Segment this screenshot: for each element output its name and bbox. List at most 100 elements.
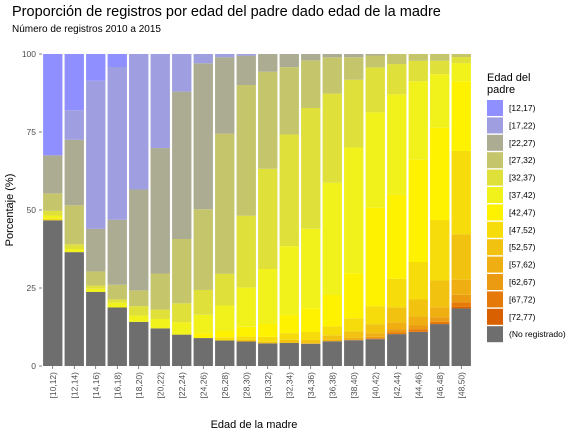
bar-segment — [64, 110, 84, 140]
bar-segment — [322, 54, 342, 58]
bar-segment — [322, 57, 342, 94]
x-tick-label: [12,14) — [69, 372, 79, 399]
bar-segment — [451, 63, 471, 82]
x-tick-label: [44,46) — [413, 372, 423, 399]
bar-segment — [430, 54, 450, 61]
bar-segment — [172, 334, 192, 366]
bar-segment — [301, 108, 321, 229]
legend-label: [22,27) — [509, 138, 536, 148]
y-tick-label: 25 — [27, 283, 37, 293]
bar-segment — [387, 194, 407, 279]
bar-segment — [408, 329, 428, 332]
bar-segment — [344, 79, 364, 148]
x-tick-label: [38,40) — [349, 372, 359, 399]
legend-key — [487, 134, 503, 151]
bar-segment — [236, 55, 256, 86]
bar-segment — [236, 54, 256, 56]
x-tick-label: [40,42) — [370, 372, 380, 399]
bar-segment — [430, 280, 450, 308]
chart-title: Proporción de registros por edad del pad… — [12, 4, 441, 20]
legend-label: [62,67) — [509, 277, 536, 287]
bar-segment — [86, 228, 106, 272]
bar-segment — [86, 288, 106, 292]
y-axis: 0 25 50 75 100 — [22, 49, 42, 371]
bar-segment — [365, 324, 385, 334]
y-tick-label: 75 — [27, 127, 37, 137]
bar-segment — [107, 54, 127, 67]
bar-segment — [451, 234, 471, 280]
bar-segment — [344, 331, 364, 338]
bar-segment — [387, 329, 407, 333]
bar-segment — [64, 205, 84, 245]
bar-segment — [301, 228, 321, 309]
bar-segment — [64, 252, 84, 366]
bar-segment — [408, 325, 428, 330]
bar-segment — [43, 193, 63, 211]
bar-segment — [193, 314, 213, 334]
bar-segment — [258, 54, 278, 72]
legend-label: [17,22) — [509, 120, 536, 130]
bar-segment — [365, 333, 385, 337]
bar-segment — [365, 67, 385, 113]
legend-label: [27,32) — [509, 155, 536, 165]
legend-label: (No registrado) — [509, 329, 566, 339]
bar-segment — [301, 339, 321, 344]
bar-segment — [193, 63, 213, 210]
bar-segment — [344, 337, 364, 340]
y-axis-label: Porcentaje (%) — [4, 174, 16, 247]
x-tick-label: [24,26) — [198, 372, 208, 399]
bar-segment — [86, 54, 106, 81]
bar-segment — [43, 215, 63, 219]
bar-segment — [215, 54, 235, 58]
x-tick-label: [10,12) — [48, 372, 58, 399]
bar-segment — [279, 339, 299, 344]
bar-segment — [258, 323, 278, 337]
bar-segment — [236, 85, 256, 216]
bar-segment — [215, 305, 235, 331]
bar-segment — [301, 308, 321, 333]
legend-key — [487, 152, 503, 169]
bar-segment — [129, 321, 149, 366]
bar-segment — [322, 339, 342, 342]
bar-segment — [430, 307, 450, 318]
bar-segment — [150, 328, 170, 366]
x-tick-label: [28,30) — [241, 372, 251, 399]
bar-segment — [430, 220, 450, 281]
bar-segment — [258, 343, 278, 366]
bar-segment — [193, 54, 213, 64]
bar-segment — [451, 294, 471, 303]
bar-segment — [301, 343, 321, 344]
bar-segment — [172, 322, 192, 335]
bar-segment — [279, 246, 299, 316]
bar-segment — [279, 315, 299, 334]
bar-segment — [43, 218, 63, 221]
bar-segment — [322, 182, 342, 296]
legend-key — [487, 187, 503, 203]
legend-title: padre — [487, 84, 515, 96]
bar-segment — [258, 269, 278, 324]
bar-segment — [322, 341, 342, 366]
bar-segment — [344, 339, 364, 341]
bars-layer — [43, 54, 471, 366]
bar-segment — [387, 332, 407, 335]
bar-segment — [258, 336, 278, 342]
bar-segment — [215, 330, 235, 338]
y-tick-label: 50 — [27, 205, 37, 215]
bar-segment — [193, 338, 213, 366]
bar-segment — [193, 333, 213, 339]
bar-segment — [344, 54, 364, 58]
bar-segment — [129, 315, 149, 322]
bar-segment — [43, 210, 63, 216]
bar-segment — [107, 302, 127, 308]
bar-segment — [451, 308, 471, 366]
bar-segment — [451, 279, 471, 295]
bar-segment — [86, 80, 106, 229]
y-tick-label: 0 — [31, 361, 36, 371]
bar-segment — [43, 155, 63, 194]
bar-segment — [236, 215, 256, 288]
legend-key — [487, 221, 503, 238]
x-tick-label: [26,28) — [220, 372, 230, 399]
legend-key — [487, 239, 503, 256]
